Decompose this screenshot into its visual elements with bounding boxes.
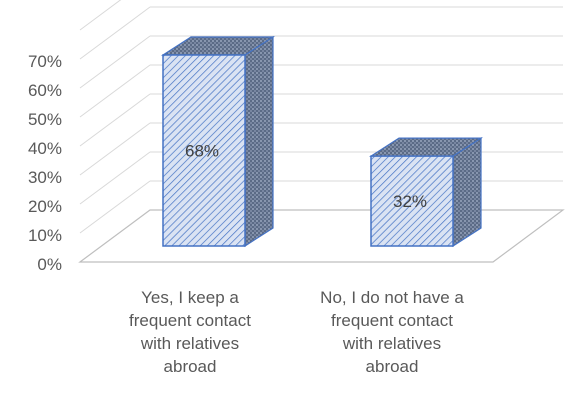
category-label-line: abroad [164, 357, 217, 376]
data-label: 68% [185, 142, 219, 161]
y-tick-label: 10% [28, 226, 62, 245]
category-label-line: frequent contact [331, 311, 453, 330]
category-label: Yes, I keep a frequent contact with relati… [129, 288, 251, 376]
bars [160, 35, 484, 248]
category-label-line: frequent contact [129, 311, 251, 330]
gridline-side [79, 93, 151, 147]
y-tick-label: 20% [28, 197, 62, 216]
category-label-line: No, I do not have a [320, 288, 464, 307]
bar-side [244, 35, 274, 248]
category-label-line: with relatives [140, 334, 239, 353]
y-tick-label: 50% [28, 110, 62, 129]
bar-1 [160, 35, 276, 248]
gridline-side [79, 122, 151, 176]
gridline-side [79, 0, 122, 31]
y-tick-label: 30% [28, 168, 62, 187]
category-label-line: with relatives [342, 334, 441, 353]
y-tick-label: 40% [28, 139, 62, 158]
gridline-side [79, 35, 151, 89]
y-axis-ticks: 0% 10% 20% 30% 40% 50% 60% 70% [28, 52, 62, 274]
y-tick-label: 70% [28, 52, 62, 71]
data-label: 32% [393, 192, 427, 211]
bar-side [452, 137, 482, 248]
category-label-line: Yes, I keep a [141, 288, 239, 307]
gridline-side [79, 180, 151, 234]
bar-2 [368, 137, 484, 248]
data-labels: 68% 32% [185, 142, 427, 212]
y-tick-label: 0% [37, 255, 62, 274]
bar-front [370, 155, 454, 247]
gridline-side [79, 6, 151, 60]
y-tick-label: 60% [28, 81, 62, 100]
floor-plane [78, 209, 565, 263]
x-axis-categories: Yes, I keep a frequent contact with relati… [129, 288, 464, 376]
bar-front [162, 54, 246, 247]
gridline-side [79, 151, 151, 205]
chart-floor [78, 209, 565, 263]
category-label-line: abroad [366, 357, 419, 376]
category-label: No, I do not have a frequent contact with … [320, 288, 464, 376]
gridline-side [79, 64, 151, 118]
